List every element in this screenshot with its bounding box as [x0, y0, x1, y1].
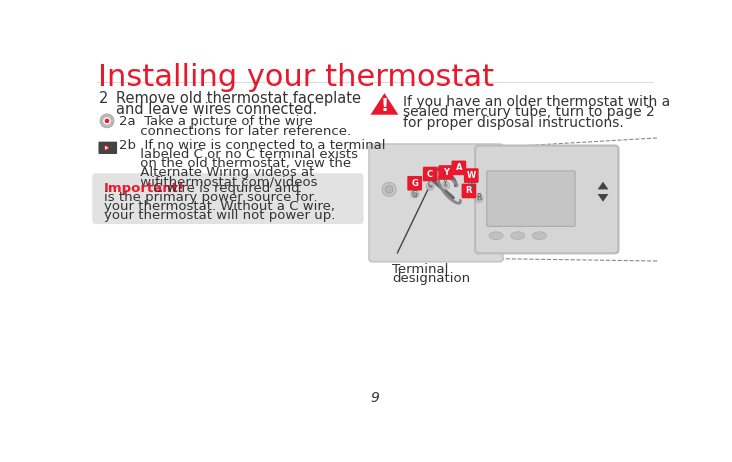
Text: and leave wires connected.: and leave wires connected. [116, 102, 318, 116]
Circle shape [475, 195, 483, 202]
Circle shape [105, 119, 109, 123]
Text: your thermostat. Without a C wire,: your thermostat. Without a C wire, [104, 200, 335, 213]
Text: A: A [455, 164, 462, 172]
FancyBboxPatch shape [438, 165, 453, 180]
Text: G: G [411, 179, 418, 188]
FancyBboxPatch shape [452, 160, 466, 175]
Polygon shape [597, 194, 608, 202]
Circle shape [444, 183, 447, 188]
Polygon shape [370, 93, 398, 115]
FancyBboxPatch shape [464, 168, 479, 183]
Polygon shape [105, 146, 108, 150]
Text: !: ! [381, 97, 389, 115]
Circle shape [442, 182, 449, 189]
FancyBboxPatch shape [92, 173, 364, 224]
Circle shape [469, 187, 473, 191]
Circle shape [385, 186, 393, 193]
Circle shape [413, 192, 417, 196]
FancyBboxPatch shape [423, 167, 438, 182]
FancyBboxPatch shape [99, 142, 117, 154]
FancyBboxPatch shape [487, 171, 575, 226]
Text: designation: designation [392, 272, 471, 285]
Text: W: W [466, 171, 476, 180]
Text: R: R [466, 187, 472, 195]
Text: Alternate Wiring videos at: Alternate Wiring videos at [119, 166, 314, 179]
Circle shape [382, 182, 396, 196]
Text: W: W [468, 182, 475, 191]
FancyBboxPatch shape [462, 183, 477, 198]
Text: connections for later reference.: connections for later reference. [119, 125, 351, 138]
Text: Y: Y [444, 179, 448, 188]
Circle shape [426, 182, 434, 190]
Circle shape [102, 116, 111, 125]
Circle shape [477, 197, 481, 201]
Circle shape [386, 188, 389, 191]
Text: your thermostat will not power up.: your thermostat will not power up. [104, 209, 335, 222]
Circle shape [100, 114, 114, 128]
FancyBboxPatch shape [369, 144, 503, 262]
FancyBboxPatch shape [407, 176, 422, 190]
Circle shape [384, 186, 392, 193]
Text: on the old thermostat, view the: on the old thermostat, view the [119, 157, 351, 170]
Polygon shape [597, 182, 608, 189]
Text: R: R [477, 193, 482, 201]
Circle shape [428, 184, 432, 188]
Text: C wire is required and: C wire is required and [149, 182, 299, 195]
Text: 2a  Take a picture of the wire: 2a Take a picture of the wire [119, 116, 313, 128]
Circle shape [467, 185, 475, 193]
Ellipse shape [532, 232, 546, 239]
Text: labeled C or no C terminal exists: labeled C or no C terminal exists [119, 148, 358, 161]
Ellipse shape [511, 232, 525, 239]
Text: sealed mercury tube, turn to page 2: sealed mercury tube, turn to page 2 [403, 105, 655, 120]
Text: If you have an older thermostat with a: If you have an older thermostat with a [403, 96, 671, 109]
Text: 9: 9 [370, 391, 380, 405]
Text: C: C [427, 170, 433, 178]
Text: G: G [411, 189, 418, 199]
FancyBboxPatch shape [475, 146, 619, 253]
Text: Terminal: Terminal [392, 263, 449, 276]
Text: C: C [427, 180, 433, 189]
Circle shape [103, 145, 109, 151]
Text: for proper disposal instructions.: for proper disposal instructions. [403, 116, 624, 129]
Text: 2: 2 [100, 91, 108, 106]
Ellipse shape [489, 232, 503, 239]
Text: Y: Y [443, 168, 449, 177]
Text: Important!: Important! [104, 182, 185, 195]
Circle shape [411, 190, 419, 198]
Text: is the primary power source for: is the primary power source for [104, 191, 314, 204]
Text: 2b  If no wire is connected to a terminal: 2b If no wire is connected to a terminal [119, 139, 385, 152]
Text: Installing your thermostat: Installing your thermostat [97, 63, 494, 92]
Text: wifithermostat.com/videos: wifithermostat.com/videos [119, 176, 317, 188]
Text: Remove old thermostat faceplate: Remove old thermostat faceplate [116, 91, 362, 106]
